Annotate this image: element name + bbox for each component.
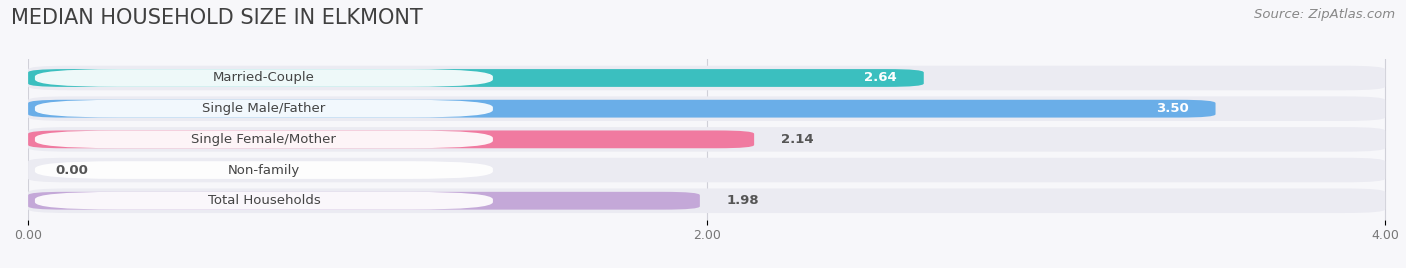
FancyBboxPatch shape [35, 161, 494, 179]
Text: Married-Couple: Married-Couple [212, 72, 315, 84]
FancyBboxPatch shape [28, 127, 1385, 152]
FancyBboxPatch shape [28, 158, 1385, 182]
Text: Non-family: Non-family [228, 163, 299, 177]
FancyBboxPatch shape [28, 100, 1216, 118]
Text: Single Male/Father: Single Male/Father [202, 102, 326, 115]
Text: Total Households: Total Households [208, 194, 321, 207]
Text: 1.98: 1.98 [727, 194, 759, 207]
FancyBboxPatch shape [35, 131, 494, 148]
FancyBboxPatch shape [35, 100, 494, 117]
FancyBboxPatch shape [28, 131, 754, 148]
Text: 2.14: 2.14 [782, 133, 814, 146]
FancyBboxPatch shape [28, 66, 1385, 90]
Text: Source: ZipAtlas.com: Source: ZipAtlas.com [1254, 8, 1395, 21]
FancyBboxPatch shape [28, 188, 1385, 213]
FancyBboxPatch shape [35, 69, 494, 87]
FancyBboxPatch shape [28, 69, 924, 87]
FancyBboxPatch shape [35, 192, 494, 210]
FancyBboxPatch shape [28, 192, 700, 210]
Text: 2.64: 2.64 [863, 72, 897, 84]
FancyBboxPatch shape [28, 96, 1385, 121]
Text: 0.00: 0.00 [55, 163, 89, 177]
Text: Single Female/Mother: Single Female/Mother [191, 133, 336, 146]
Text: 3.50: 3.50 [1156, 102, 1188, 115]
Text: MEDIAN HOUSEHOLD SIZE IN ELKMONT: MEDIAN HOUSEHOLD SIZE IN ELKMONT [11, 8, 423, 28]
